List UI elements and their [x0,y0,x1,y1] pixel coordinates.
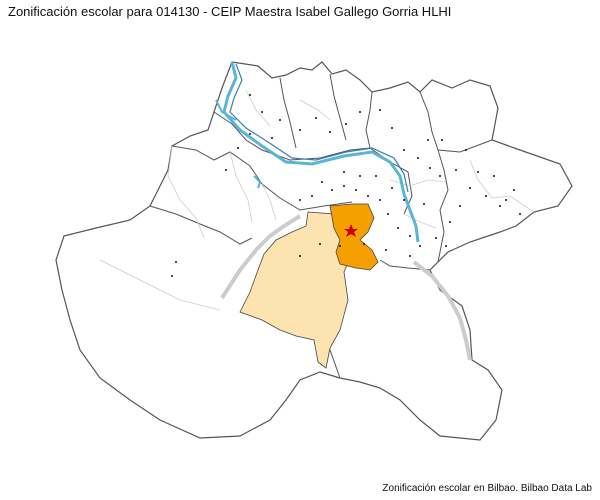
map-point [519,213,521,215]
star-icon [344,224,358,237]
map-point [449,221,451,223]
subdistrict-boundaries [99,89,535,311]
map-point [261,111,263,113]
map-point [367,195,369,197]
river-branch [253,175,262,189]
map-point [445,245,447,247]
map-point [469,187,471,189]
map-point [455,169,457,171]
map-point [359,175,361,177]
map-point [249,94,251,96]
map-point [379,109,381,111]
map-point [435,237,437,239]
map-point [329,131,331,133]
map-point [237,147,239,149]
map-point [363,243,365,245]
map-point [225,169,227,171]
map-point [171,275,173,277]
map-point [343,171,345,173]
map-point [427,139,429,141]
school-zone-primary[interactable] [329,203,379,271]
map-point [359,111,361,113]
map-point [493,175,495,177]
map-point [391,187,393,189]
map-point [319,243,321,245]
map-point [459,205,461,207]
map-point [409,255,411,257]
map-point [403,199,405,201]
map-point [419,245,421,247]
map-point [409,235,411,237]
map-point [423,203,425,205]
school-marker[interactable] [344,224,358,237]
map-point [485,195,487,197]
map-point [175,261,177,263]
railway-line [220,214,302,300]
map-title: Zonificación escolar para 014130 - CEIP … [8,4,452,19]
map-point [311,195,313,197]
map-point [439,175,441,177]
river-ria [222,61,420,243]
map-point [385,249,387,251]
map-caption: Zonificación escolar en Bilbao. Bilbao D… [382,483,592,494]
map-point [499,205,501,207]
map-point [299,255,301,257]
map-point [345,123,347,125]
map-point [355,189,357,191]
map-point [339,245,341,247]
map-point [417,157,419,159]
map-point [397,227,399,229]
map-point [375,175,377,177]
map-point [465,149,467,151]
map-point [343,185,345,187]
map-point [505,199,507,201]
map-point [379,199,381,201]
map-point [513,189,515,191]
map-point [477,171,479,173]
map-point [315,117,317,119]
river-ria-edge [229,63,409,193]
map-point [391,127,393,129]
points-layer [171,94,521,277]
railway-line-east [412,260,472,361]
map-point [299,129,301,131]
map-point [249,133,251,135]
map-point [387,213,389,215]
map-point [279,119,281,121]
map-point [271,137,273,139]
map-point [441,139,443,141]
map-point [299,199,301,201]
map-point [321,181,323,183]
river-branch-west [215,99,237,121]
map-point [429,167,431,169]
map-point [403,149,405,151]
map-point [331,189,333,191]
